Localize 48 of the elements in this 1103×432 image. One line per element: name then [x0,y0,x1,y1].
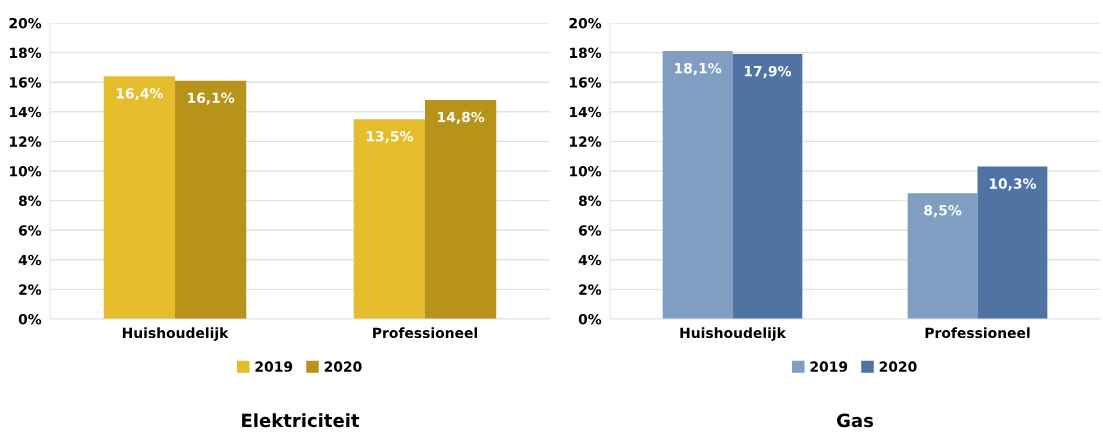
bar [103,76,175,319]
y-tick-label: 16% [569,77,602,88]
text: Elektriciteit [242,413,360,428]
x-tick-label: Professioneel [373,327,478,339]
y-tick-label: 18% [569,47,602,59]
y-tick-label: 0% [578,313,602,325]
y-tick-label: 8% [578,195,602,207]
bar [977,166,1048,319]
legend-label: 2019 [255,361,293,372]
text: Gas [837,413,874,428]
y-tick-label: 0% [18,313,42,325]
y-tick-label: 6% [18,225,42,236]
x-tick-label: Huishoudelijk [680,327,787,341]
y-tick-label: 4% [18,254,42,266]
x-tick-label: Huishoudelijk [122,327,229,341]
bar [353,119,425,319]
legend-label: 2019 [810,361,848,372]
y-tick-label: 6% [578,225,602,236]
data-label: 14,8% [438,111,485,125]
y-tick-label: 2% [579,284,602,295]
y-tick-label: 14% [569,106,602,118]
bar [732,54,803,319]
data-label: 16,4% [116,88,164,101]
data-label: 18,1% [675,62,722,76]
y-tick-label: 14% [9,106,42,118]
y-tick-label: 12% [9,136,42,147]
y-tick-label: 16% [9,77,42,88]
bar [425,99,497,319]
y-tick-label: 8% [18,195,42,207]
y-tick-label: 2% [19,284,42,295]
data-label: 8,5% [924,205,962,218]
legend-label: 2020 [879,361,917,372]
x-tick-label: Professioneel [925,327,1030,339]
y-tick-label: 10% [569,165,602,177]
y-tick-label: 20% [9,17,42,29]
y-tick-label: 18% [9,47,42,59]
y-tick-label: 10% [9,165,42,177]
bar [662,51,733,319]
data-label: 17,9% [744,65,792,79]
legend-label: 2020 [324,361,362,372]
data-label: 16,1% [188,92,235,105]
y-tick-label: 12% [569,136,602,147]
y-tick-label: 20% [569,17,602,29]
y-tick-label: 4% [578,254,602,266]
data-label: 13,5% [366,131,414,144]
bar [175,80,247,319]
data-label: 10,3% [989,178,1037,191]
bar [907,193,978,319]
